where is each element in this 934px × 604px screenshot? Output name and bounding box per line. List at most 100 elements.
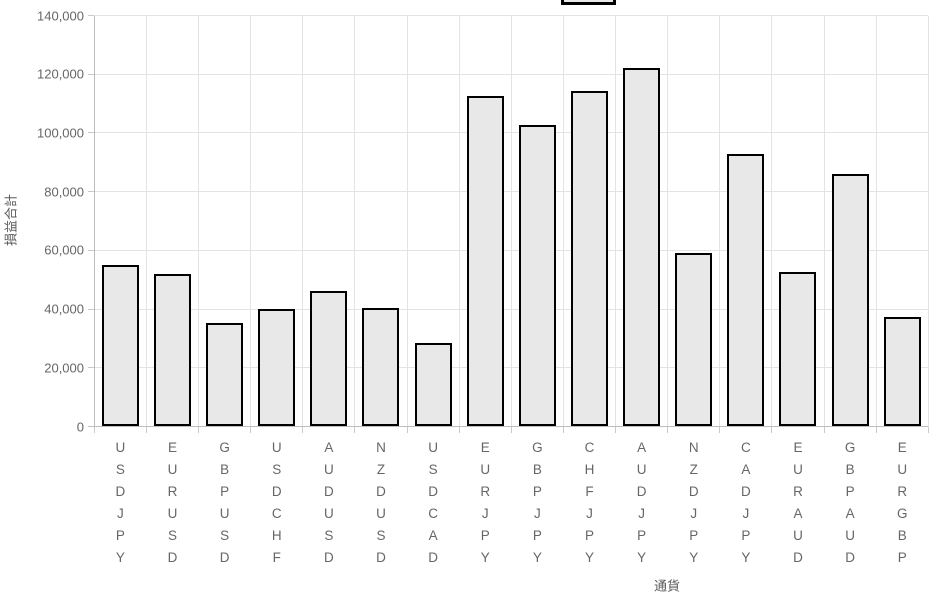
x-tick-letter: C — [271, 506, 282, 521]
bar-eurusd[interactable] — [153, 273, 191, 427]
x-tick-letter: J — [116, 506, 124, 521]
x-tick-mark — [771, 426, 773, 433]
bar-chfjpy[interactable] — [570, 91, 608, 427]
x-tick-letter: S — [220, 528, 230, 543]
x-tick-letter: P — [220, 484, 230, 499]
x-tick-letter: J — [481, 506, 489, 521]
x-tick-letter: N — [376, 440, 386, 455]
x-tick-letter: P — [480, 528, 490, 543]
x-tick-letter: J — [586, 506, 593, 521]
bar-usdcad[interactable] — [414, 342, 452, 427]
x-tick-mark — [667, 426, 669, 433]
x-tick-mark — [145, 426, 147, 433]
bar-euraud[interactable] — [779, 271, 817, 427]
y-tick-label-60000: 60,000 — [44, 242, 84, 258]
y-tick-mark — [88, 73, 95, 75]
x-tick-letter: A — [428, 528, 438, 543]
x-tick-letter: U — [636, 462, 647, 477]
x-tick-letter: G — [896, 506, 908, 521]
x-tick-letter: A — [845, 506, 855, 521]
x-tick-letter: D — [740, 484, 751, 499]
x-tick-letter: B — [845, 462, 855, 477]
x-tick-letter: D — [428, 484, 438, 499]
legend-swatch[interactable] — [561, 0, 616, 5]
x-tick-letter: D — [428, 550, 438, 565]
bar-gbpjpy[interactable] — [518, 125, 556, 427]
bar-gbpaud[interactable] — [831, 174, 869, 427]
x-tick-letter: J — [742, 506, 750, 521]
bar-eurgbp[interactable] — [883, 316, 921, 427]
x-tick-letter: B — [220, 462, 230, 477]
y-tick-label-0: 0 — [76, 419, 84, 434]
bar-gbpusd[interactable] — [206, 322, 244, 427]
x-tick-letter: P — [897, 550, 907, 565]
y-axis-line — [93, 15, 95, 427]
x-tick-letter: U — [845, 528, 855, 543]
x-tick-letter: Y — [689, 550, 699, 565]
y-tick-mark — [88, 249, 95, 251]
bar-nzdjpy[interactable] — [675, 252, 713, 427]
x-tick-mark — [719, 426, 721, 433]
x-tick-letter: D — [376, 550, 386, 565]
x-tick-mark — [823, 426, 825, 433]
x-tick-letter: Y — [532, 550, 542, 565]
bar-eurjpy[interactable] — [466, 95, 504, 427]
y-tick-mark — [88, 308, 95, 310]
x-tick-letter: S — [272, 462, 282, 477]
bar-cadjpy[interactable] — [727, 154, 765, 427]
x-tick-mark — [510, 426, 512, 433]
x-tick-letter: Z — [376, 462, 386, 477]
x-tick-letter: H — [271, 528, 282, 543]
v-gridline — [302, 15, 304, 427]
y-tick-label-100000: 100,000 — [37, 125, 84, 141]
bar-nzdusd[interactable] — [362, 307, 400, 427]
x-tick-letter: F — [585, 484, 594, 499]
x-tick-letter: P — [845, 484, 855, 499]
bar-usdjpy[interactable] — [101, 265, 139, 427]
v-gridline — [719, 15, 721, 427]
bar-audjpy[interactable] — [623, 68, 661, 427]
v-gridline — [510, 15, 512, 427]
x-tick-letter: A — [741, 462, 751, 477]
y-tick-mark — [88, 191, 95, 193]
v-gridline — [145, 15, 147, 427]
x-tick-letter: D — [219, 550, 230, 565]
v-gridline — [615, 15, 617, 427]
x-tick-letter: A — [793, 506, 803, 521]
bar-usdchf[interactable] — [258, 309, 296, 427]
x-tick-letter: D — [793, 550, 803, 565]
v-gridline — [771, 15, 773, 427]
y-tick-label-120000: 120,000 — [37, 66, 84, 82]
x-tick-letter: E — [480, 440, 490, 455]
x-tick-letter: E — [167, 440, 177, 455]
x-tick-letter: F — [272, 550, 281, 565]
x-tick-letter: J — [690, 506, 698, 521]
x-tick-letter: D — [167, 550, 178, 565]
x-tick-letter: R — [793, 484, 803, 499]
x-tick-letter: N — [688, 440, 699, 455]
x-tick-letter: E — [897, 440, 907, 455]
x-tick-letter: Y — [584, 550, 594, 565]
x-tick-letter: U — [323, 462, 334, 477]
x-tick-letter: U — [219, 506, 230, 521]
v-gridline — [354, 15, 356, 427]
x-tick-letter: U — [115, 440, 126, 455]
v-gridline — [667, 15, 669, 427]
v-gridline — [875, 15, 877, 427]
v-gridline — [198, 15, 200, 427]
x-tick-letter: Y — [637, 550, 647, 565]
x-tick-letter: R — [167, 484, 178, 499]
v-gridline — [927, 15, 929, 427]
x-tick-letter: P — [584, 528, 594, 543]
v-gridline — [406, 15, 408, 427]
y-tick-mark — [88, 367, 95, 369]
bar-audusd[interactable] — [310, 290, 348, 427]
